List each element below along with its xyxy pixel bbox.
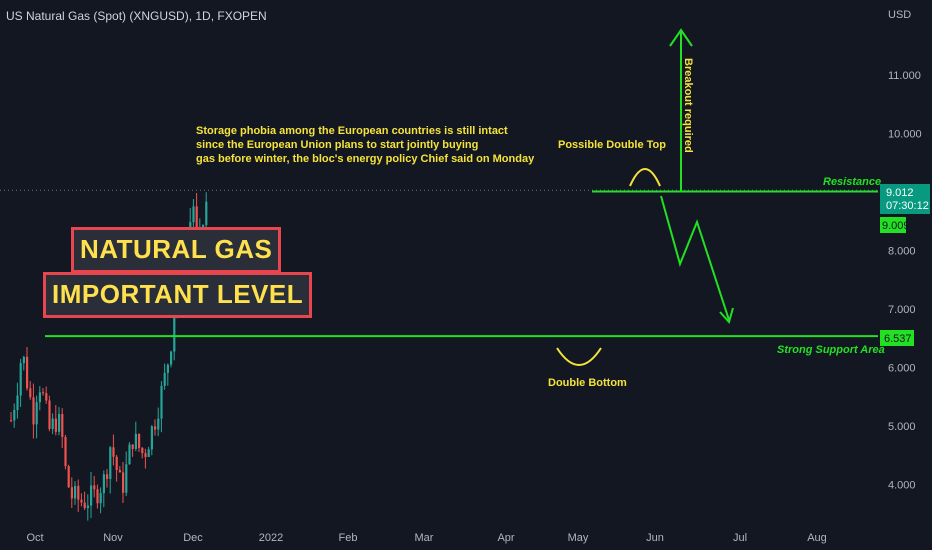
symbol-title[interactable]: US Natural Gas (Spot) (XNGUSD), 1D, FXOP…	[6, 9, 267, 23]
candle-body	[138, 433, 141, 448]
time-tick-label: Mar	[415, 532, 434, 544]
candle-body	[150, 426, 153, 450]
candle-body	[54, 418, 57, 432]
countdown-value: 07:30:12	[886, 200, 929, 212]
price-tick-label: 8.000	[888, 246, 916, 258]
candle-body	[64, 436, 67, 467]
time-tick-label: Oct	[26, 532, 43, 544]
time-tick-label: May	[568, 532, 589, 544]
candle-body	[29, 388, 32, 398]
candle-body	[58, 414, 61, 432]
time-tick-label: Aug	[807, 532, 827, 544]
time-tick-label: Feb	[339, 532, 358, 544]
candle-body	[10, 420, 13, 422]
double-bottom-arc	[556, 347, 602, 366]
candle-body	[86, 505, 89, 509]
resistance-price-tag	[880, 217, 906, 233]
breakout-arrow-head	[669, 28, 693, 47]
candle-body	[22, 356, 25, 364]
candle-body	[144, 453, 147, 458]
candle-body	[163, 372, 166, 386]
candle-body	[125, 464, 128, 493]
candle-body	[131, 444, 134, 449]
candle-body	[32, 397, 35, 425]
candle-body	[109, 447, 112, 479]
candle-body	[77, 485, 80, 500]
candle-body	[67, 466, 70, 488]
candle-body	[170, 351, 173, 365]
support-price-tag	[880, 330, 914, 346]
candle-body	[45, 393, 48, 401]
candle-body	[16, 395, 19, 410]
candle-body	[147, 449, 150, 458]
double-top-arc	[629, 168, 661, 187]
storage-note-line2: since the European Union plans to start …	[196, 139, 478, 151]
candle-body	[48, 400, 51, 429]
storage-note-line3: gas before winter, the bloc's energy pol…	[196, 153, 535, 165]
candle-body	[61, 414, 64, 437]
candle-body	[35, 402, 38, 425]
candle-body	[205, 201, 208, 226]
time-tick-label: Dec	[183, 532, 203, 544]
double-top-label: Possible Double Top	[558, 139, 666, 151]
candle-body	[83, 502, 86, 509]
last-price-value: 9.012	[886, 187, 914, 199]
last-price-tag	[880, 184, 930, 214]
candle-body	[106, 474, 109, 479]
candle-body	[102, 474, 105, 494]
price-tick-label: 10.000	[888, 129, 922, 141]
candle-body	[74, 485, 77, 499]
double-bottom-label: Double Bottom	[548, 377, 627, 389]
candle-body	[42, 392, 45, 394]
candle-body	[93, 485, 96, 490]
candle-body	[166, 364, 169, 373]
important-level-label: IMPORTANT LEVEL	[43, 272, 313, 318]
price-tick-label: 11.000	[888, 70, 921, 82]
time-tick-label: Nov	[103, 532, 123, 544]
candle-body	[112, 447, 115, 457]
candle-body	[13, 409, 16, 421]
candle-body	[90, 485, 93, 506]
candle-body	[19, 363, 22, 396]
candle-body	[115, 456, 118, 471]
breakout-label: Breakout required	[682, 58, 694, 153]
time-tick-label: Jul	[733, 532, 747, 544]
candle-body	[202, 225, 205, 228]
time-tick-label: Jun	[646, 532, 664, 544]
candle-body	[141, 447, 144, 454]
candle-body	[157, 418, 160, 430]
candle-body	[70, 487, 73, 499]
candle-body	[38, 392, 41, 403]
candle-body	[96, 489, 99, 504]
candle-body	[192, 206, 195, 223]
candle-body	[154, 426, 157, 430]
candle-body	[26, 356, 29, 389]
time-tick-label: Apr	[497, 532, 514, 544]
price-tick-label: 7.000	[888, 304, 916, 316]
candle-body	[122, 472, 125, 493]
price-axis[interactable]: 4.0005.0006.0007.0008.0009.00010.00011.0…	[888, 70, 922, 492]
resistance-label: Resistance	[823, 176, 881, 188]
candle-body	[118, 470, 121, 473]
projection-zigzag	[660, 195, 730, 321]
candle-body	[99, 493, 102, 504]
support-label: Strong Support Area	[777, 344, 885, 356]
candle-body	[51, 418, 54, 429]
support-price-value: 6.537	[884, 333, 912, 345]
storage-note-line1: Storage phobia among the European countr…	[196, 125, 508, 137]
candle-body	[160, 385, 163, 419]
price-tick-label: 5.000	[888, 421, 916, 433]
resistance-price-value: 9.009	[882, 220, 910, 232]
candle-body	[134, 433, 137, 449]
candle-body	[173, 310, 176, 352]
currency-label: USD	[888, 9, 911, 21]
candle-body	[128, 444, 131, 465]
price-tick-label: 6.000	[888, 363, 916, 375]
time-axis[interactable]: Oct Nov Dec 2022 Feb Mar Apr May Jun Jul Aug	[26, 532, 826, 544]
candle-body	[80, 499, 83, 503]
projection-arrow-head	[719, 307, 734, 325]
natural-gas-label: NATURAL GAS	[71, 227, 282, 273]
time-tick-label: 2022	[259, 532, 283, 544]
price-tick-label: 4.000	[888, 480, 916, 492]
